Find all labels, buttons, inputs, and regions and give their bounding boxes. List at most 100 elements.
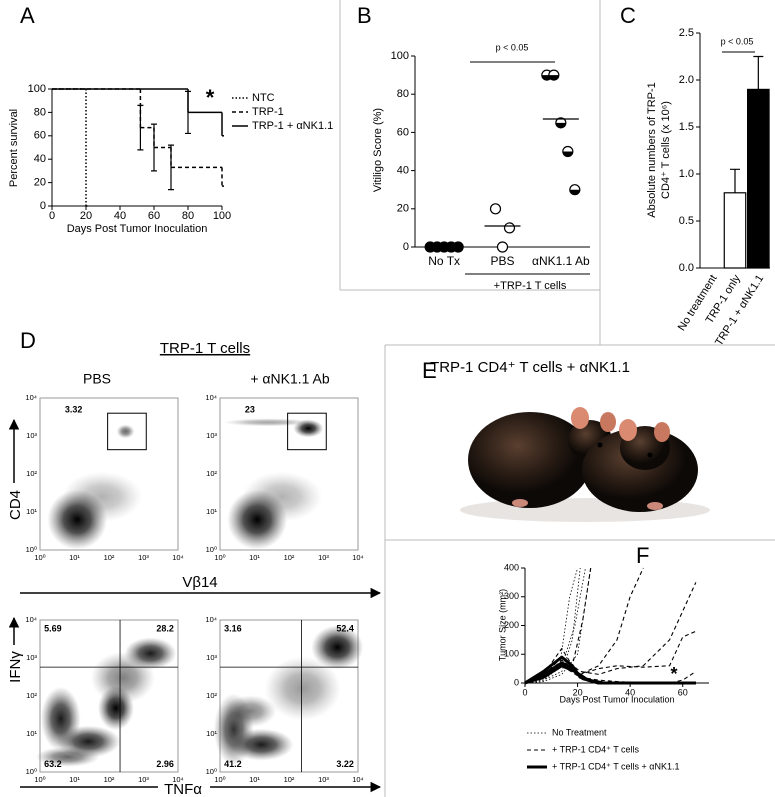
- annotation: *: [206, 85, 215, 110]
- x-tick-label: 10⁴: [172, 775, 184, 784]
- quadrant-percent: 3.22: [336, 759, 354, 769]
- panel-borders: [339, 0, 775, 797]
- quadrant-percent: 63.2: [44, 759, 62, 769]
- legend-label: TRP-1: [252, 106, 284, 118]
- x-tick-label: 10²: [104, 775, 115, 784]
- marker-half: [562, 151, 573, 157]
- x-axis-title: Days Post Tumor Inoculation: [559, 694, 674, 704]
- x-tick-label: 10¹: [69, 553, 80, 562]
- y-tick-label: 10²: [206, 469, 217, 478]
- x-tick-label: 100: [213, 210, 231, 222]
- density: [242, 471, 323, 522]
- x-tick-label: 10³: [138, 553, 149, 562]
- gate: [287, 412, 327, 451]
- y-tick-label: 0: [514, 677, 519, 687]
- tumor-line: [524, 567, 581, 684]
- x-tick-label: 0: [49, 210, 55, 222]
- y-tick-label: 80: [397, 88, 409, 100]
- density: [224, 695, 277, 728]
- y-tick-label: 10³: [26, 431, 37, 440]
- y-tick-label: 0.0: [679, 262, 694, 274]
- y-tick-label: 10¹: [206, 507, 217, 516]
- tumor-line: [524, 664, 696, 685]
- quadrant-percent: 41.2: [224, 759, 242, 769]
- marker: [489, 203, 502, 215]
- density: [229, 728, 294, 761]
- error-bar: [185, 90, 191, 135]
- panel-letter: E: [422, 358, 437, 383]
- y-axis-title: Absolute numbers of TRP-1: [646, 82, 658, 218]
- x-tick-label: 10⁰: [34, 775, 45, 784]
- error-bar: [753, 55, 764, 90]
- y-tick-label: 10¹: [26, 507, 37, 516]
- y-tick-label: 100: [391, 50, 409, 62]
- quadrant-percent: 5.69: [44, 623, 62, 633]
- x-axis-title: Days Post Tumor Inoculation: [67, 223, 208, 235]
- y-tick-label: 1.0: [679, 168, 694, 180]
- error-bar: [151, 123, 157, 172]
- y-tick-label: 0.5: [679, 215, 694, 227]
- y-axis-title: Vitiligo Score (%): [372, 108, 384, 192]
- y-tick-label: 2.0: [679, 74, 694, 86]
- y-tick-label: 10⁰: [206, 767, 217, 776]
- density: [116, 424, 135, 439]
- x-tick-label: 10³: [138, 775, 149, 784]
- data-point: [562, 145, 574, 158]
- y-tick-label: 10⁰: [26, 545, 37, 554]
- marker: [496, 241, 509, 253]
- marker-half: [569, 189, 580, 195]
- annotation: p < 0.05: [496, 42, 529, 52]
- y-tick-label: 40: [397, 165, 409, 177]
- y-tick-label: 10³: [26, 653, 37, 662]
- y-tick-label: 10⁴: [25, 615, 37, 624]
- legend-label: NTC: [252, 92, 275, 104]
- mice-photo: [460, 407, 710, 522]
- y-tick-label: 40: [34, 153, 46, 165]
- y-axis-title: CD4: [7, 490, 24, 520]
- x-tick-label: PBS: [490, 254, 514, 268]
- y-tick-label: 200: [504, 620, 519, 630]
- data-point: [452, 241, 464, 253]
- x-tick-label: 20: [80, 210, 92, 222]
- y-tick-label: 100: [28, 83, 46, 95]
- x-tick-label: 80: [182, 210, 194, 222]
- group-label: +TRP-1 T cells: [494, 280, 567, 292]
- y-tick-label: 10²: [26, 469, 37, 478]
- y-tick-label: 10⁴: [205, 615, 217, 624]
- panel-letter: A: [20, 3, 35, 28]
- y-tick-label: 10³: [206, 653, 217, 662]
- data-point: [496, 241, 509, 253]
- panel-letter: C: [620, 3, 636, 28]
- annotation: p < 0.05: [721, 36, 754, 46]
- density: [264, 656, 341, 721]
- error-bar: [730, 168, 740, 193]
- quadrant-percent: 52.4: [336, 623, 354, 633]
- y-tick-label: 20: [397, 203, 409, 215]
- x-tick-label: 10³: [318, 553, 329, 562]
- panel-letter: D: [20, 328, 36, 353]
- density: [35, 746, 100, 767]
- y-tick-label: 10⁰: [206, 545, 217, 554]
- legend-label: TRP-1 + αNK1.1: [252, 120, 333, 132]
- x-tick-label: 40: [625, 687, 635, 697]
- y-tick-label: 10⁴: [205, 393, 217, 402]
- photo-title: TRP-1 CD4⁺ T cells + αNK1.1: [430, 359, 630, 376]
- quadrant-percent: 2.96: [156, 759, 174, 769]
- marker: [503, 222, 516, 234]
- y-tick-label: 10²: [206, 691, 217, 700]
- x-tick-label: 10⁰: [214, 553, 225, 562]
- y-tick-label: 10⁴: [25, 393, 37, 402]
- legend-label: + TRP-1 CD4⁺ T cells + αNK1.1: [552, 761, 680, 771]
- density: [90, 651, 155, 704]
- data-point: [548, 69, 560, 81]
- x-tick-label: 10⁴: [172, 553, 184, 562]
- x-tick-label: 60: [148, 210, 160, 222]
- y-tick-label: 20: [34, 177, 46, 189]
- x-tick-label: 0: [522, 687, 527, 697]
